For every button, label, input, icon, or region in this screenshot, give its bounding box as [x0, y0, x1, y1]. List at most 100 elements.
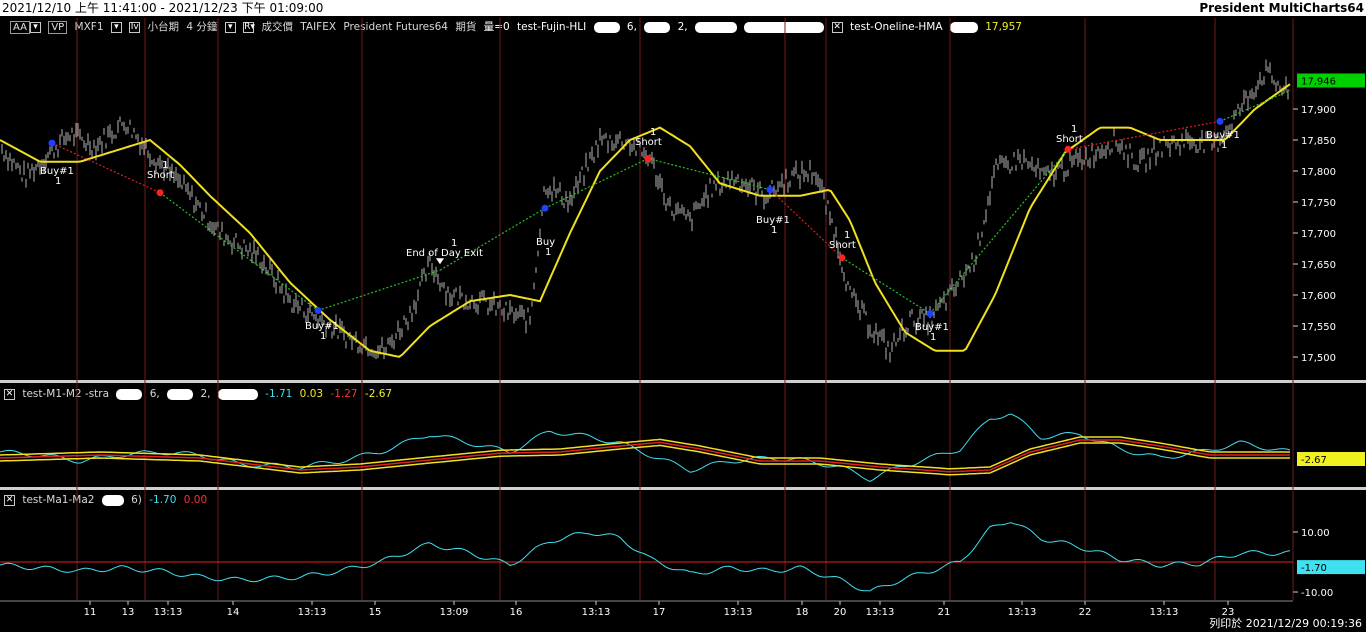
- strategy-name: test-Fujin-HLI: [517, 21, 587, 33]
- trade-label: Short: [147, 170, 174, 181]
- indicator-close-icon[interactable]: ✕: [831, 21, 843, 33]
- sub1-yellow-lower-line: [0, 442, 1290, 476]
- time-tick-label: 11: [84, 607, 97, 618]
- time-tick-label: 13:13: [298, 607, 327, 618]
- sub1-last-value-label: -2.67: [1301, 455, 1327, 466]
- last-price-tag: [1297, 73, 1365, 88]
- aa-button[interactable]: AA: [10, 20, 30, 34]
- volume-label: 量=0: [483, 21, 510, 33]
- sub2-tick-label: -10.00: [1301, 588, 1333, 599]
- time-tick-label: 13:09: [440, 607, 469, 618]
- time-tick-label: 15: [369, 607, 382, 618]
- short-marker-icon: [838, 254, 846, 262]
- time-tick-label: 13:13: [724, 607, 753, 618]
- trade-label: Buy#1: [40, 166, 74, 177]
- price-tick-label: 17,750: [1301, 198, 1336, 209]
- symbol-tilde-icon[interactable]: Iv: [129, 21, 141, 33]
- trade-qty: 1: [650, 127, 656, 138]
- indicator-name: test-Oneline-HMA: [850, 21, 943, 33]
- title-bar: 2021/12/10 上午 11:41:00 - 2021/12/23 下午 0…: [0, 0, 1366, 16]
- sub1-value-1: -1.71: [265, 388, 293, 400]
- trade-label: Buy#1: [915, 322, 949, 333]
- sub1-value-3: -1.27: [330, 388, 358, 400]
- price-tick-label: 17,500: [1301, 353, 1336, 364]
- sub1-last-value-tag: [1297, 452, 1365, 466]
- buy-marker-icon: [1216, 117, 1224, 125]
- symbol-dropdown-icon[interactable]: ▾: [110, 21, 122, 33]
- trade-label: Short: [829, 240, 856, 251]
- hma-line: [0, 83, 1291, 358]
- time-tick-label: 21: [938, 607, 951, 618]
- sub1-yellow-line: [0, 436, 1290, 470]
- date-range: 2021/12/10 上午 11:41:00 - 2021/12/23 下午 0…: [2, 1, 324, 15]
- price-tick-label: 17,900: [1301, 105, 1336, 116]
- trade-label: Buy#1: [756, 215, 790, 226]
- trade-qty: 1: [844, 230, 850, 241]
- sub2-cyan-line: [0, 522, 1291, 592]
- trade-label: Short: [635, 137, 662, 148]
- short-marker-icon: [1064, 145, 1072, 153]
- sub1-legend: ✕ test-M1-M2 -stra 6, 2, -1.71 0.03 -1.2…: [4, 386, 396, 402]
- trade-connector: [159, 192, 319, 311]
- redacted-param: [101, 494, 124, 506]
- trade-label: End of Day Exit: [406, 248, 483, 259]
- time-tick-label: 14: [227, 607, 240, 618]
- sub2-last-value-label: -1.70: [1301, 563, 1327, 574]
- interval-dropdown-icon[interactable]: ▾: [224, 21, 236, 33]
- buy-marker-icon: [48, 139, 56, 147]
- trade-connector: [647, 158, 771, 191]
- app-title: President MultiCharts64: [1199, 1, 1364, 15]
- trade-label: Buy: [536, 237, 555, 248]
- trade-qty: 1: [545, 247, 551, 258]
- price-tick-label: 17,850: [1301, 136, 1336, 147]
- redacted-param: [593, 21, 620, 33]
- price-tick-label: 17,800: [1301, 167, 1336, 178]
- sub1-name: test-M1-M2 -stra: [22, 388, 110, 400]
- trade-qty: 1: [771, 225, 777, 236]
- time-tick-label: 18: [796, 607, 809, 618]
- main-chart-legend: AA ▾ VP MXF1 ▾ Iv 小台期 4 分鐘 ▾ R▾ 成交價 TAIFE…: [10, 19, 1026, 35]
- strategy-param-1: 6,: [626, 21, 637, 33]
- trade-connector: [1067, 120, 1221, 150]
- time-tick-label: 13:13: [154, 607, 183, 618]
- time-tick-label: 17: [653, 607, 666, 618]
- redacted-param: [744, 21, 825, 33]
- aa-dropdown-arrow-icon[interactable]: ▾: [29, 21, 41, 33]
- pane-divider-1[interactable]: [0, 380, 1366, 383]
- trade-qty: 1: [1071, 124, 1077, 135]
- price-tick-label: 17,700: [1301, 229, 1336, 240]
- trade-label: Short: [1056, 134, 1083, 145]
- sub2-last-value-tag: [1297, 560, 1365, 575]
- exchange-label: TAIFEX: [300, 21, 337, 33]
- vp-button[interactable]: VP: [48, 20, 68, 34]
- print-timestamp: 列印於 2021/12/29 00:19:36: [1209, 617, 1362, 630]
- pane-divider-2[interactable]: [0, 487, 1366, 490]
- buy-marker-icon: [926, 310, 934, 318]
- time-tick-label: 13:13: [582, 607, 611, 618]
- time-tick-label: 16: [510, 607, 523, 618]
- symbol-label: MXF1: [74, 21, 104, 33]
- sub2-close-icon[interactable]: ✕: [4, 494, 15, 506]
- price-field-dropdown-icon[interactable]: R▾: [243, 21, 255, 33]
- redacted-param: [167, 388, 194, 400]
- trade-connector: [929, 148, 1069, 314]
- sub2-param-1: 6): [131, 494, 142, 506]
- time-tick-label: 13:13: [866, 607, 895, 618]
- trade-qty: 1: [320, 331, 326, 342]
- price-field-label: 成交價: [261, 21, 293, 33]
- time-tick-label: 23: [1222, 607, 1235, 618]
- sub2-tick-label: 10.00: [1301, 528, 1330, 539]
- sub1-param-2: 2,: [200, 388, 211, 400]
- sub1-red-line: [0, 439, 1290, 473]
- trade-connector: [544, 158, 649, 209]
- buy-marker-icon: [314, 307, 322, 314]
- last-price-label: 17,946: [1301, 76, 1336, 87]
- trade-qty: 1: [162, 160, 168, 171]
- short-marker-icon: [644, 155, 652, 163]
- trade-qty: 1: [930, 332, 936, 343]
- sub1-close-icon[interactable]: ✕: [4, 388, 15, 400]
- contract-label: 期貨: [455, 21, 477, 33]
- trade-qty: 1: [1221, 140, 1227, 151]
- trade-connector: [439, 207, 546, 271]
